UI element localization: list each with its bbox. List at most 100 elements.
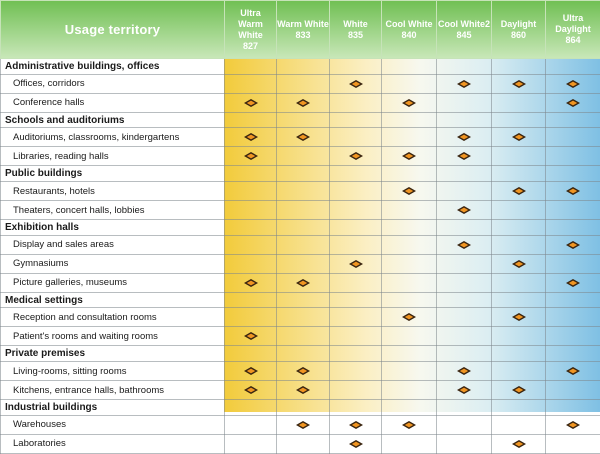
suitability-cell	[277, 292, 330, 308]
suitability-cell	[225, 235, 277, 254]
suitability-cell	[546, 128, 600, 147]
suitability-cell	[546, 147, 600, 166]
suitability-cell	[225, 220, 277, 236]
diamond-marker-icon	[402, 187, 416, 195]
diamond-marker-icon	[402, 99, 416, 107]
suitability-cell	[546, 74, 600, 93]
suitability-cell	[492, 235, 546, 254]
diamond-marker-icon	[512, 260, 526, 268]
table-row: Kitchens, entrance halls, bathrooms	[1, 381, 600, 400]
suitability-cell	[225, 434, 277, 453]
table-row: Display and sales areas	[1, 235, 600, 254]
diamond-marker-icon	[512, 133, 526, 141]
suitability-cell	[382, 166, 437, 182]
diamond-marker-icon	[512, 386, 526, 394]
suitability-cell	[330, 74, 382, 93]
suitability-cell	[225, 147, 277, 166]
suitability-cell	[330, 93, 382, 112]
diamond-marker-icon	[402, 313, 416, 321]
diamond-marker-icon	[296, 367, 310, 375]
suitability-cell	[225, 59, 277, 75]
suitability-cell	[546, 346, 600, 362]
table-row: Warehouses	[1, 415, 600, 434]
suitability-cell	[330, 220, 382, 236]
suitability-cell	[330, 346, 382, 362]
suitability-cell	[277, 254, 330, 273]
suitability-cell	[277, 434, 330, 453]
suitability-cell	[437, 415, 492, 434]
category-row: Public buildings	[1, 166, 600, 182]
suitability-cell	[225, 400, 277, 416]
diamond-marker-icon	[566, 187, 580, 195]
suitability-cell	[382, 59, 437, 75]
usage-label: Auditoriums, classrooms, kindergartens	[1, 128, 225, 147]
suitability-cell	[546, 308, 600, 327]
suitability-cell	[437, 59, 492, 75]
suitability-cell	[225, 112, 277, 128]
suitability-cell	[277, 59, 330, 75]
suitability-cell	[330, 327, 382, 346]
suitability-cell	[330, 235, 382, 254]
diamond-marker-icon	[457, 241, 471, 249]
suitability-cell	[225, 166, 277, 182]
suitability-cell	[492, 362, 546, 381]
color-temperature-name: Cool White2	[437, 19, 491, 30]
suitability-cell	[277, 400, 330, 416]
suitability-cell	[492, 273, 546, 292]
suitability-cell	[437, 327, 492, 346]
suitability-cell	[330, 182, 382, 201]
suitability-cell	[437, 254, 492, 273]
suitability-cell	[277, 235, 330, 254]
usage-label: Theaters, concert halls, lobbies	[1, 201, 225, 220]
suitability-cell	[546, 93, 600, 112]
suitability-cell	[492, 292, 546, 308]
category-row: Schools and auditoriums	[1, 112, 600, 128]
suitability-cell	[437, 147, 492, 166]
category-label: Schools and auditoriums	[1, 112, 225, 128]
table-row: Theaters, concert halls, lobbies	[1, 201, 600, 220]
table-row: Patient's rooms and waiting rooms	[1, 327, 600, 346]
diamond-marker-icon	[349, 152, 363, 160]
suitability-cell	[437, 400, 492, 416]
suitability-cell	[330, 362, 382, 381]
suitability-cell	[382, 201, 437, 220]
suitability-cell	[492, 381, 546, 400]
suitability-cell	[437, 362, 492, 381]
color-temperature-code: 827	[225, 41, 276, 52]
suitability-cell	[492, 434, 546, 453]
usage-label: Patient's rooms and waiting rooms	[1, 327, 225, 346]
suitability-cell	[382, 346, 437, 362]
suitability-cell	[437, 308, 492, 327]
suitability-cell	[277, 166, 330, 182]
category-label: Administrative buildings, offices	[1, 59, 225, 75]
suitability-cell	[492, 346, 546, 362]
diamond-marker-icon	[349, 260, 363, 268]
suitability-cell	[330, 147, 382, 166]
suitability-cell	[225, 362, 277, 381]
category-row: Exhibition halls	[1, 220, 600, 236]
diamond-marker-icon	[244, 332, 258, 340]
suitability-cell	[382, 235, 437, 254]
suitability-cell	[330, 381, 382, 400]
suitability-cell	[382, 381, 437, 400]
suitability-cell	[382, 415, 437, 434]
suitability-cell	[492, 182, 546, 201]
suitability-cell	[277, 327, 330, 346]
suitability-cell	[382, 308, 437, 327]
suitability-cell	[330, 308, 382, 327]
suitability-cell	[225, 273, 277, 292]
category-label: Public buildings	[1, 166, 225, 182]
suitability-cell	[277, 308, 330, 327]
color-temperature-name: Ultra Warm White	[225, 8, 276, 41]
diamond-marker-icon	[402, 152, 416, 160]
diamond-marker-icon	[512, 80, 526, 88]
suitability-cell	[546, 415, 600, 434]
diamond-marker-icon	[457, 367, 471, 375]
suitability-cell	[437, 74, 492, 93]
suitability-cell	[382, 254, 437, 273]
suitability-cell	[546, 166, 600, 182]
diamond-marker-icon	[296, 133, 310, 141]
